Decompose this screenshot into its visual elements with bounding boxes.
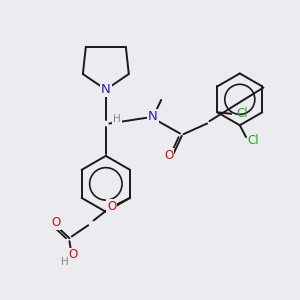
Text: O: O bbox=[51, 216, 60, 229]
Text: Cl: Cl bbox=[247, 134, 259, 147]
Text: O: O bbox=[107, 200, 116, 213]
Text: N: N bbox=[101, 83, 111, 96]
Text: N: N bbox=[148, 110, 158, 123]
Text: O: O bbox=[164, 149, 173, 162]
Text: O: O bbox=[68, 248, 77, 262]
Text: H: H bbox=[61, 257, 68, 267]
Text: H: H bbox=[113, 114, 121, 124]
Text: Cl: Cl bbox=[236, 107, 248, 120]
